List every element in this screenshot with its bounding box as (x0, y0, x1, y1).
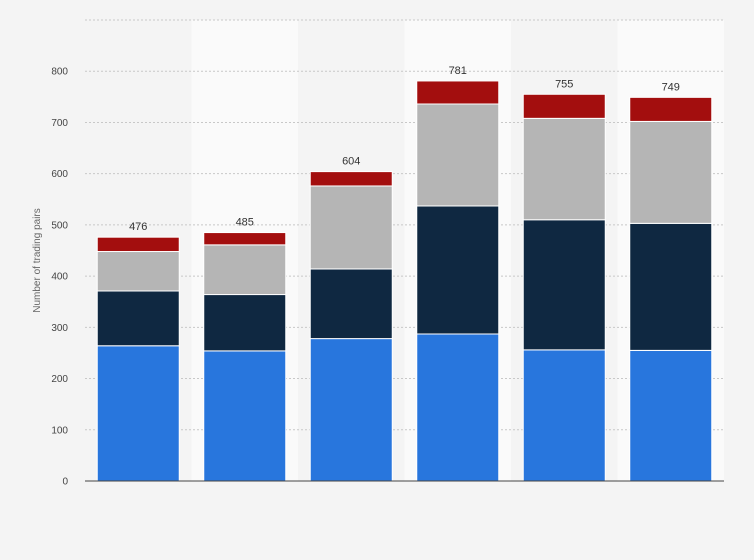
bar-segment (416, 103, 500, 207)
bar-segment (416, 80, 500, 105)
column-bands (85, 20, 724, 481)
y-tick-label: 200 (51, 374, 68, 385)
bar-segment (203, 232, 287, 246)
bar-total-label: 755 (555, 78, 573, 90)
bar-segment (96, 290, 180, 347)
bar-segment (309, 171, 393, 187)
total-labels: 476 485 604 781 755 749 (129, 65, 680, 233)
y-axis-title: Number of trading pairs (32, 208, 43, 313)
bar-total-label: 749 (662, 81, 680, 93)
y-tick-label: 600 (51, 169, 68, 180)
bar-segment (522, 93, 606, 119)
bar-segment (629, 222, 713, 351)
bar-segment (96, 236, 180, 253)
bar-segment (629, 96, 713, 122)
bar-segment (629, 349, 713, 482)
bar-segment (522, 117, 606, 221)
bar-segment (416, 205, 500, 335)
y-tick-label: 500 (51, 220, 68, 231)
bars (96, 80, 713, 482)
bar-total-label: 485 (236, 217, 254, 229)
y-tick-label: 300 (51, 323, 68, 334)
bar-segment (309, 185, 393, 270)
bar-segment (96, 345, 180, 482)
bar-total-label: 781 (449, 65, 467, 77)
bar-segment (203, 244, 287, 296)
bar-total-label: 476 (129, 221, 147, 233)
bar-total-label: 604 (342, 156, 360, 168)
y-tick-label: 700 (51, 118, 68, 129)
gridlines (85, 19, 724, 431)
y-tick-label: 0 (62, 477, 68, 488)
y-tick-labels: 0 100 200 300 400 500 600 700 800 (51, 67, 68, 488)
y-tick-label: 800 (51, 67, 68, 78)
bar-segment (629, 120, 713, 224)
bar-segment (96, 251, 180, 292)
bar-segment (203, 350, 287, 482)
bar-segment (203, 294, 287, 352)
bar-segment (309, 338, 393, 482)
bar-segment (416, 333, 500, 482)
bar-segment (522, 349, 606, 482)
bar-segment (522, 219, 606, 351)
y-tick-label: 400 (51, 272, 68, 283)
bar-segment (309, 268, 393, 340)
y-tick-label: 100 (51, 425, 68, 436)
